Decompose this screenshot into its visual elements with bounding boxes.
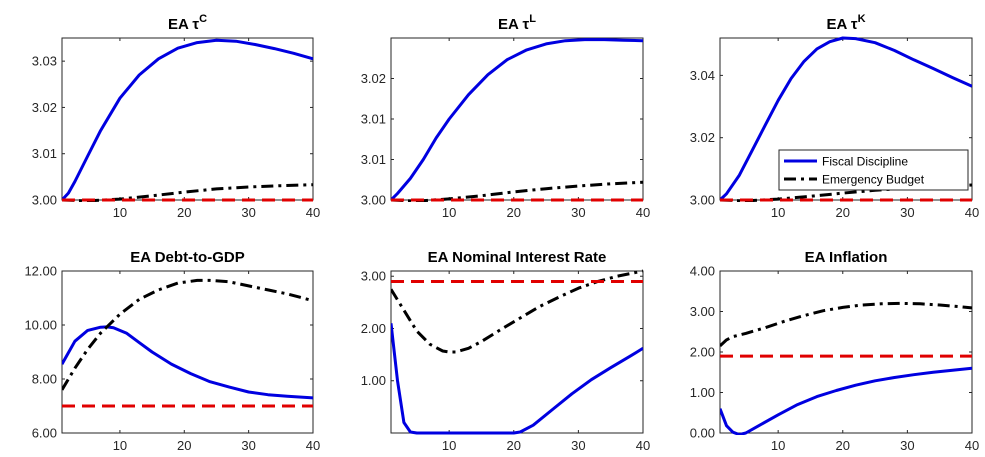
chart-panel-2: EA τL 10 20 30 40 3.00 3.01 3.01 3.02	[361, 13, 651, 220]
y-tick-label: 3.02	[690, 130, 715, 145]
y-tick-label: 3.01	[32, 146, 57, 161]
series-line-emergency	[391, 180, 643, 202]
x-tick-label: 40	[965, 205, 979, 220]
axes-box	[719, 270, 973, 434]
x-tick-label: 10	[771, 205, 785, 220]
chart-title: EA τC	[168, 13, 207, 33]
y-tick-label: 3.01	[361, 112, 386, 127]
legend-label-emergency: Emergency Budget	[822, 173, 925, 187]
y-tick-label: 4.00	[690, 264, 715, 279]
y-tick-label: 2.00	[361, 321, 386, 336]
legend-box	[778, 149, 969, 191]
series-line-fiscal	[62, 325, 313, 400]
chart-panel-5: EA Nominal Interest Rate 10 20 30 40 1.00 2.00…	[361, 249, 651, 453]
x-tick-label: 40	[965, 438, 979, 453]
y-tick-label: 0.00	[690, 426, 715, 441]
x-tick-label: 20	[177, 438, 191, 453]
chart-title: EA Debt-to-GDP	[130, 249, 244, 266]
x-tick-label: 40	[306, 205, 320, 220]
series-line-fiscal	[720, 36, 972, 202]
y-tick-label: 2.00	[690, 345, 715, 360]
y-tick-label: 3.00	[361, 269, 386, 284]
chart-title: EA Nominal Interest Rate	[428, 249, 607, 266]
x-tick-label: 40	[636, 205, 650, 220]
series-line-emergency	[62, 183, 313, 202]
series-line-emergency	[720, 301, 972, 348]
series-line-emergency	[391, 269, 643, 354]
x-tick-label: 10	[113, 438, 127, 453]
x-tick-label: 40	[636, 438, 650, 453]
axes-box	[61, 270, 314, 434]
y-tick-label: 3.00	[32, 193, 57, 208]
y-tick-label: 3.02	[361, 71, 386, 86]
x-tick-label: 20	[836, 205, 850, 220]
chart-title: EA τL	[498, 13, 536, 33]
x-tick-label: 30	[571, 438, 585, 453]
chart-panel-4: EA Debt-to-GDP 10 20 30 40 6.00 8.00 10.00 12.00	[24, 249, 320, 453]
series-line-emergency	[62, 278, 313, 391]
x-tick-label: 40	[306, 438, 320, 453]
series-line-fiscal	[720, 366, 972, 435]
y-tick-label: 3.03	[32, 54, 57, 69]
x-tick-label: 20	[836, 438, 850, 453]
y-tick-label: 3.01	[361, 152, 386, 167]
x-tick-label: 30	[900, 205, 914, 220]
y-tick-label: 3.02	[32, 100, 57, 115]
legend-label-fiscal: Fiscal Discipline	[822, 155, 908, 169]
x-tick-label: 30	[900, 438, 914, 453]
x-tick-label: 10	[771, 438, 785, 453]
legend: Fiscal Discipline Emergency Budget	[778, 149, 969, 191]
series-line-fiscal	[391, 323, 643, 435]
series-line-fiscal	[391, 38, 643, 202]
y-tick-label: 3.00	[361, 193, 386, 208]
chart-title: EA τK	[826, 13, 865, 33]
y-tick-label: 3.00	[690, 193, 715, 208]
chart-panel-1: EA τC 10 20 30 40 3.00 3.01 3.02 3.03	[32, 13, 321, 220]
y-tick-label: 3.00	[690, 304, 715, 319]
axes-box	[390, 37, 644, 201]
axes-box	[390, 270, 644, 434]
x-tick-label: 20	[507, 205, 521, 220]
x-tick-label: 10	[442, 205, 456, 220]
axes-box	[61, 37, 314, 201]
x-tick-label: 30	[241, 438, 255, 453]
chart-panel-3: EA τK 10 20 30 40 3.00 3.02 3.04 Fiscal Discipli…	[690, 13, 980, 220]
y-tick-label: 3.04	[690, 68, 715, 83]
y-tick-label: 6.00	[32, 426, 57, 441]
chart-panel-6: EA Inflation 10 20 30 40 0.00 1.00 2.00 3.00 4.00	[690, 249, 980, 453]
x-tick-label: 30	[571, 205, 585, 220]
y-tick-label: 1.00	[690, 385, 715, 400]
x-tick-label: 20	[507, 438, 521, 453]
y-tick-label: 12.00	[24, 264, 57, 279]
series-line-fiscal	[62, 38, 313, 202]
x-tick-label: 10	[442, 438, 456, 453]
y-tick-label: 8.00	[32, 372, 57, 387]
y-tick-label: 1.00	[361, 373, 386, 388]
x-tick-label: 30	[241, 205, 255, 220]
x-tick-label: 10	[113, 205, 127, 220]
x-tick-label: 20	[177, 205, 191, 220]
chart-title: EA Inflation	[805, 249, 888, 266]
y-tick-label: 10.00	[24, 318, 57, 333]
